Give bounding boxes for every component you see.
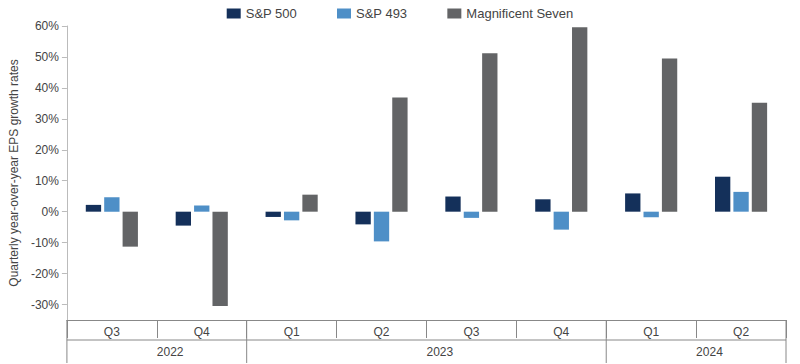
svg-text:2024: 2024	[696, 345, 723, 359]
svg-text:-30%: -30%	[31, 298, 59, 312]
svg-text:Q1: Q1	[284, 325, 300, 339]
svg-text:Q2: Q2	[733, 325, 749, 339]
svg-text:-20%: -20%	[31, 267, 59, 281]
svg-text:-10%: -10%	[31, 236, 59, 250]
svg-text:S&P 493: S&P 493	[356, 6, 407, 21]
svg-text:20%: 20%	[35, 143, 59, 157]
svg-text:Q3: Q3	[463, 325, 479, 339]
svg-text:Q4: Q4	[194, 325, 210, 339]
svg-text:50%: 50%	[35, 50, 59, 64]
svg-text:Q4: Q4	[553, 325, 569, 339]
svg-text:Q3: Q3	[104, 325, 120, 339]
svg-text:Q2: Q2	[374, 325, 390, 339]
svg-text:0%: 0%	[42, 205, 60, 219]
svg-text:2022: 2022	[157, 345, 184, 359]
svg-text:Magnificent Seven: Magnificent Seven	[466, 6, 573, 21]
svg-text:Quarterly year-over-year EPS g: Quarterly year-over-year EPS growth rate…	[7, 59, 21, 286]
svg-text:40%: 40%	[35, 81, 59, 95]
svg-text:2023: 2023	[426, 345, 453, 359]
svg-text:30%: 30%	[35, 112, 59, 126]
svg-text:Q1: Q1	[643, 325, 659, 339]
svg-text:S&P 500: S&P 500	[246, 6, 297, 21]
svg-text:10%: 10%	[35, 174, 59, 188]
svg-text:60%: 60%	[35, 19, 59, 33]
